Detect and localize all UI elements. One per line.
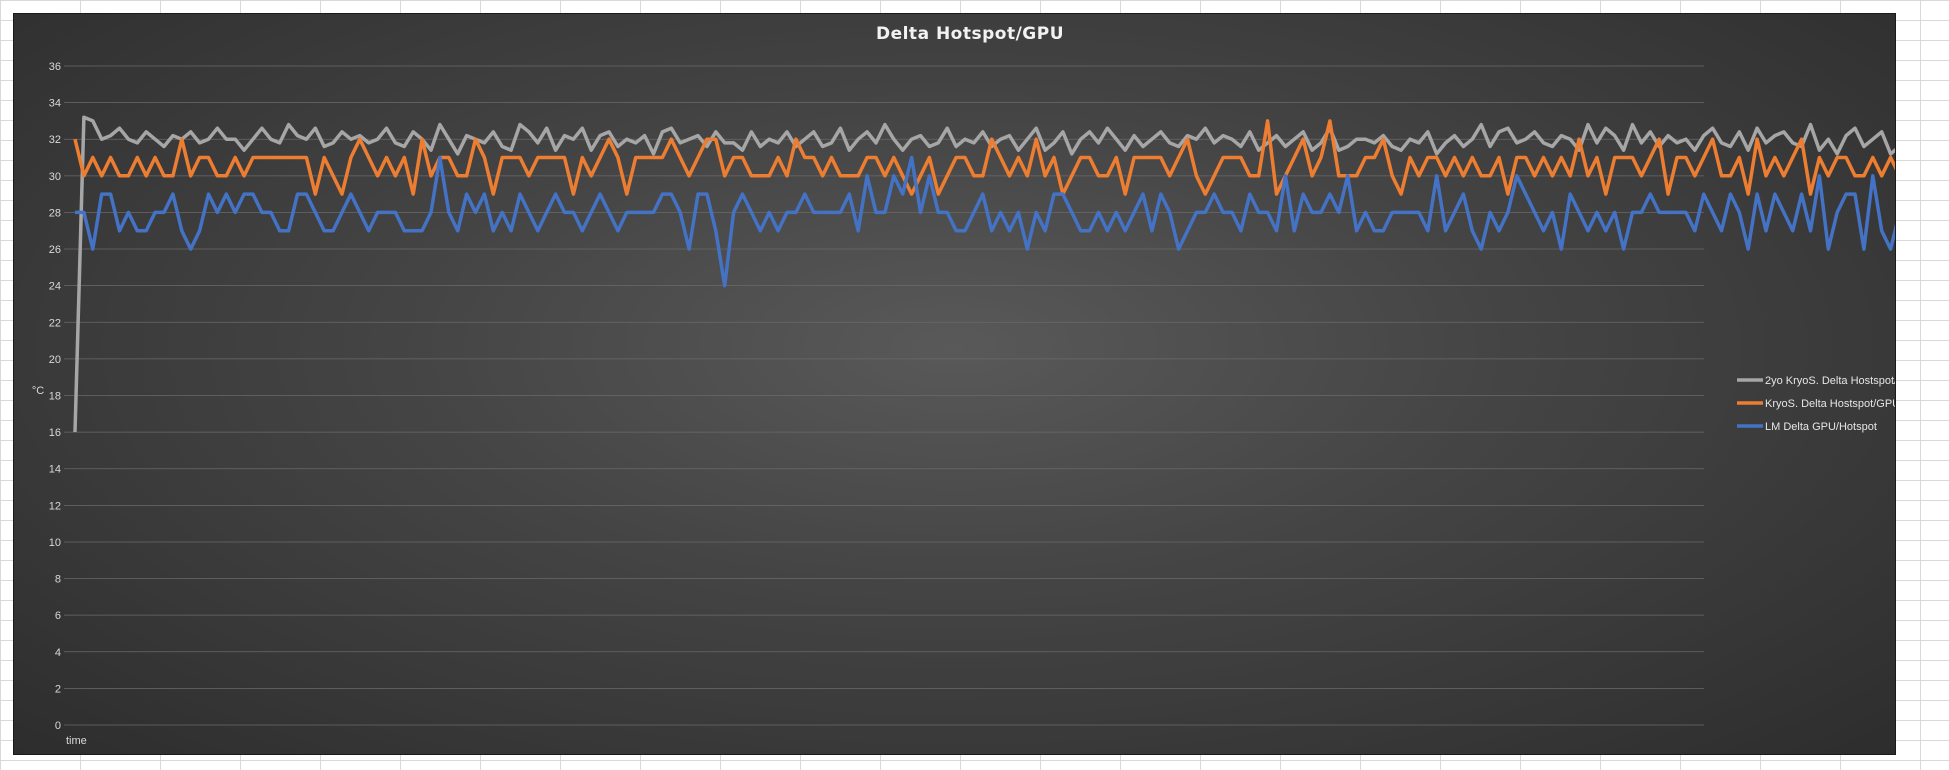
y-tick-label: 34 [49, 98, 61, 110]
y-tick-label: 8 [55, 574, 61, 586]
y-tick-label: 0 [55, 720, 61, 732]
y-tick-label: 18 [49, 391, 61, 403]
series-line-0[interactable] [73, 115, 1895, 433]
y-tick-label: 26 [49, 244, 61, 256]
y-tick-label: 14 [49, 464, 61, 476]
legend-label-1: KryoS. Delta Hostspot/GPU [1765, 398, 1895, 410]
series-line-2[interactable] [75, 155, 1895, 288]
y-tick-label: 20 [49, 354, 61, 366]
series-line-1[interactable] [73, 119, 1895, 196]
series-lines [73, 115, 1895, 433]
y-tick-label: 6 [55, 610, 61, 622]
y-tick-label: 28 [49, 207, 61, 219]
y-tick-label: 2 [55, 683, 61, 695]
y-tick-label: 36 [49, 61, 61, 73]
y-tick-label: 12 [49, 500, 61, 512]
y-tick-label: 10 [49, 537, 61, 549]
x-axis-label: time [66, 735, 87, 747]
y-tick-label: 32 [49, 134, 61, 146]
legend[interactable]: 2yo KryoS. Delta Hostspot/GPU KryoS. Delt… [1737, 375, 1895, 433]
chart-area[interactable]: Delta Hotspot/GPU 0 2 4 6 8 10 12 14 16 18 20 22 24 2… [14, 14, 1895, 754]
y-tick-label: 16 [49, 427, 61, 439]
y-tick-label: 4 [55, 647, 61, 659]
chart-title: Delta Hotspot/GPU [876, 24, 1064, 44]
y-tick-label: 24 [49, 281, 61, 293]
y-axis-label: °C [32, 385, 44, 397]
legend-label-0: 2yo KryoS. Delta Hostspot/GPU [1765, 375, 1895, 387]
y-tick-label: 22 [49, 317, 61, 329]
line-chart: Delta Hotspot/GPU 0246810121416182022242… [32, 24, 1895, 747]
y-tick-label: 30 [49, 171, 61, 183]
legend-label-2: LM Delta GPU/Hotspot [1765, 421, 1877, 433]
